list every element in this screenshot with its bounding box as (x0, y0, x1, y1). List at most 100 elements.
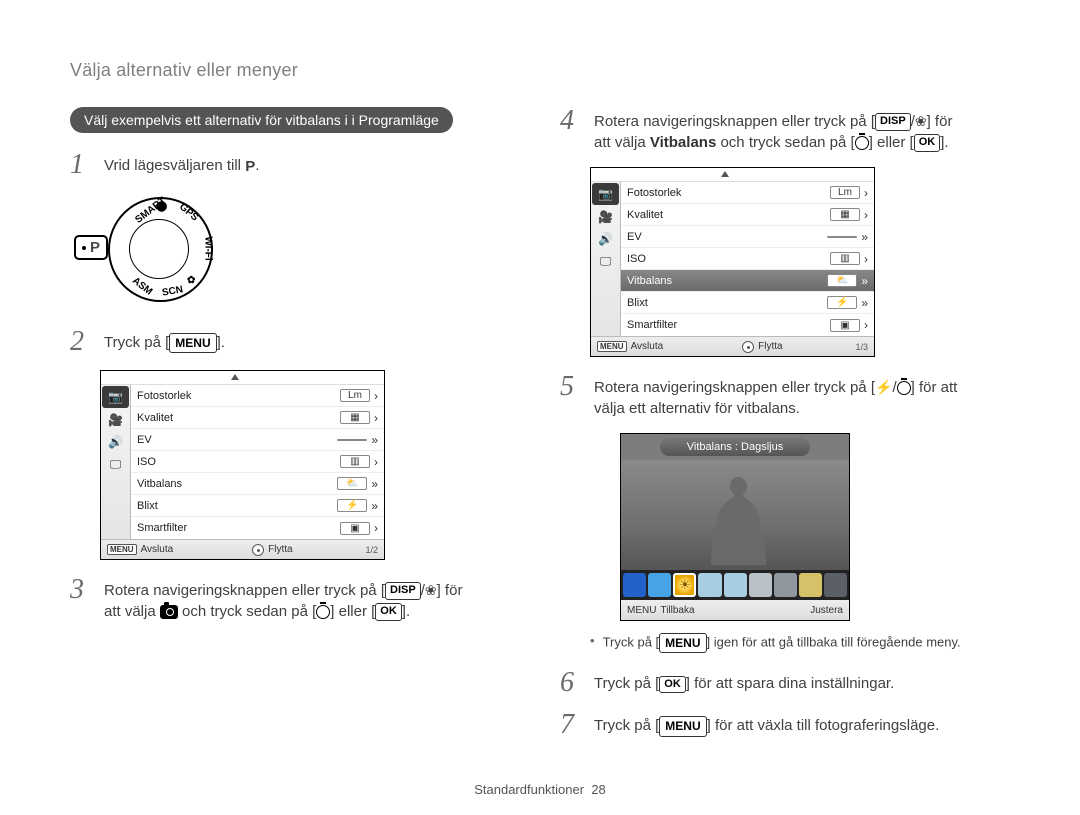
note-post: ] igen för att gå tillbaka till föregåen… (707, 635, 961, 650)
ok-key-icon: OK (914, 134, 941, 151)
menu-row-indicator: Lm (830, 186, 860, 199)
step1-pre: Vrid lägesväljaren till (104, 157, 245, 174)
step-3: 3 Rotera navigeringsknappen eller tryck … (70, 576, 520, 622)
menu-row-label: Smartfilter (137, 522, 340, 534)
wb-option (724, 573, 747, 597)
menu-row-label: ISO (627, 253, 830, 265)
step-num: 2 (70, 328, 92, 356)
chevron-icon: › (864, 252, 868, 266)
step-6: 6 Tryck på [OK] för att spara dina instä… (560, 669, 1010, 697)
note-pre: Tryck på [ (603, 635, 660, 650)
s4-l1-pre: Rotera navigeringsknappen eller tryck på… (594, 113, 875, 130)
page-title: Välja alternativ eller menyer (70, 60, 1010, 81)
menu-row-indicator (337, 439, 367, 441)
footer-right: Flytta (758, 341, 782, 352)
s5-l1-pre: Rotera navigeringsknappen eller tryck på… (594, 379, 875, 396)
menu-key-icon: MENU (659, 716, 706, 736)
s3-l1-post: ] för (437, 582, 463, 599)
chevron-icon: » (861, 230, 868, 244)
wb-silhouette-icon (711, 475, 766, 565)
menu-row-label: EV (137, 434, 337, 446)
s3-sep2: ] eller [ (330, 603, 375, 620)
chevron-icon: » (371, 433, 378, 447)
menu-row-label: Vitbalans (627, 275, 827, 287)
step-1: 1 Vrid lägesväljaren till P. (70, 151, 520, 179)
wb-footer-right: Justera (810, 605, 843, 616)
timer-icon (855, 136, 869, 150)
panel-tab-icon: 🔊 (591, 228, 620, 250)
menu-row: FotostorlekLm› (621, 182, 874, 204)
chevron-icon: › (864, 318, 868, 332)
footer-right: Flytta (268, 544, 292, 555)
menu-row: Vitbalans⛅ » (621, 270, 874, 292)
menu-row: Blixt⚡» (131, 495, 384, 517)
menu-row: FotostorlekLm› (131, 385, 384, 407)
menu-row-indicator: ▥ (830, 252, 860, 265)
s4-bold: Vitbalans (650, 134, 716, 151)
menu-row-indicator: Lm (340, 389, 370, 402)
s7-post: ] för att växla till fotograferingsläge. (707, 717, 940, 734)
s6-pre: Tryck på [ (594, 675, 659, 692)
chevron-icon: › (374, 411, 378, 425)
menu-row-indicator: ▣ (340, 522, 370, 535)
chevron-icon: » (371, 499, 378, 513)
step-num: 1 (70, 151, 92, 179)
menu-key-icon: MENU (107, 544, 137, 555)
wb-option (749, 573, 772, 597)
menu-row-indicator: ⛅ (337, 477, 367, 490)
panel-rows: FotostorlekLm›Kvalitet▦›EV »ISO▥›Vitbala… (131, 385, 384, 539)
step-4: 4 Rotera navigeringsknappen eller tryck … (560, 107, 1010, 153)
chevron-icon: » (861, 296, 868, 310)
page-indicator: 1/3 (855, 342, 874, 352)
wb-option (824, 573, 847, 597)
s3-l2-mid: och tryck sedan på [ (178, 603, 316, 620)
dial-selected: P (74, 235, 108, 260)
page-footer: Standardfunktioner 28 (0, 782, 1080, 797)
wb-option (648, 573, 671, 597)
mode-p-icon: P (245, 156, 255, 177)
menu-row-indicator: ⛅ (827, 274, 857, 287)
menu-row-indicator: ▥ (340, 455, 370, 468)
menu-key-icon: MENU (627, 605, 656, 616)
ok-key-icon: OK (375, 603, 402, 620)
menu-row: Kvalitet▦› (131, 407, 384, 429)
step-num: 7 (560, 711, 582, 739)
menu-row: Smartfilter▣ › (131, 517, 384, 539)
note-bullet: • Tryck på [MENU] igen för att gå tillba… (590, 633, 1010, 653)
menu-row-label: Blixt (627, 297, 827, 309)
menu-row-label: EV (627, 231, 827, 243)
s3-l2-pre: att välja (104, 603, 160, 620)
s4-l2-mid: och tryck sedan på [ (716, 134, 854, 151)
s3-l2-post: ]. (402, 603, 410, 620)
camera-icon (160, 605, 178, 619)
chevron-icon: › (374, 521, 378, 535)
panel-tab-icon: 🖵 (101, 453, 130, 475)
ok-key-icon: OK (659, 676, 686, 693)
page-indicator: 1/2 (365, 545, 384, 555)
menu-row-label: Smartfilter (627, 319, 830, 331)
wb-option (698, 573, 721, 597)
panel-tabs: 📷🎥🔊🖵 (591, 182, 621, 336)
flash-icon: ⚡ (875, 378, 892, 398)
chevron-icon: » (371, 477, 378, 491)
menu-row: Vitbalans⛅» (131, 473, 384, 495)
disp-key-icon: DISP (385, 582, 421, 599)
menu-row-label: Fotostorlek (627, 187, 830, 199)
menu-key-icon: MENU (597, 341, 627, 352)
step-num: 4 (560, 107, 582, 135)
panel-tab-icon: 📷 (592, 183, 619, 205)
menu-panel-1: 📷🎥🔊🖵 FotostorlekLm›Kvalitet▦›EV »ISO▥›Vi… (100, 370, 385, 560)
panel-tab-icon: 🎥 (101, 409, 130, 431)
s4-sep2: ] eller [ (869, 134, 914, 151)
nav-key-icon (742, 341, 754, 353)
step-num: 5 (560, 373, 582, 401)
menu-key-icon: MENU (169, 333, 216, 353)
panel-tab-icon: 🎥 (591, 206, 620, 228)
step1-post: . (255, 157, 259, 174)
example-pill: Välj exempelvis ett alternativ för vitba… (70, 107, 453, 133)
menu-row: EV » (131, 429, 384, 451)
menu-key-icon: MENU (659, 633, 706, 653)
chevron-icon: » (861, 274, 868, 288)
nav-key-icon (252, 544, 264, 556)
step-2: 2 Tryck på [MENU]. (70, 328, 520, 356)
